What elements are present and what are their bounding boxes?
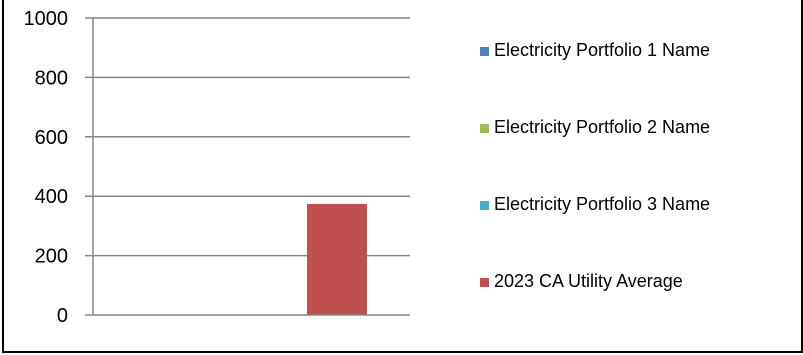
y-tick-label: 0 [57,305,68,327]
legend-swatch [480,201,489,210]
y-tick-label: 200 [35,246,68,268]
legend-swatch [480,278,489,287]
legend-label: Electricity Portfolio 2 Name [494,117,710,137]
y-tick-label: 800 [35,67,68,89]
legend-label: Electricity Portfolio 3 Name [494,194,710,214]
y-axis-tick-labels: 0 200 400 600 800 1000 [24,8,69,327]
legend-swatch [480,124,489,133]
legend-label: 2023 CA Utility Average [494,271,683,291]
y-tick-label: 1000 [24,8,69,30]
legend-swatch [480,47,489,56]
legend: Electricity Portfolio 1 Name Electricity … [480,40,710,291]
y-tick-label: 400 [35,186,68,208]
legend-label: Electricity Portfolio 1 Name [494,40,710,60]
bars [307,203,367,315]
axes [85,18,410,316]
y-tick-label: 600 [35,127,68,149]
bar-4 [307,203,367,315]
gridlines [85,17,410,257]
